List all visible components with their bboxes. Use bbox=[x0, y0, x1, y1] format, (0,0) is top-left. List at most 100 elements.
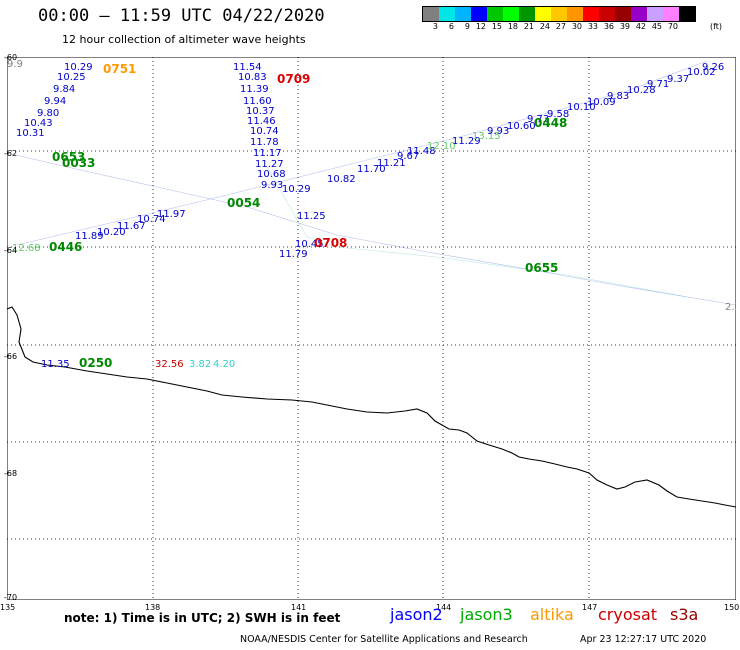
swh-value-label: 9.83 bbox=[607, 91, 629, 102]
swh-value-label: 11.25 bbox=[297, 211, 326, 222]
swh-labels: 10.2910.259.849.949.8010.4310.3111.5410.… bbox=[7, 59, 736, 370]
colorbar-tick-label: 21 bbox=[523, 22, 534, 31]
swh-value-label: 10.10 bbox=[567, 102, 596, 113]
longitude-label: 147 bbox=[582, 603, 598, 612]
colorbar-cell bbox=[679, 7, 695, 21]
longitude-label: 135 bbox=[0, 603, 16, 612]
colorbar-cell bbox=[487, 7, 503, 21]
colorbar-cell bbox=[631, 7, 647, 21]
swh-value-label: 10.28 bbox=[627, 85, 656, 96]
generation-timestamp: Apr 23 12:27:17 UTC 2020 bbox=[580, 634, 707, 645]
longitude-label: 150 bbox=[724, 603, 740, 612]
colorbar-labels: 3 6 9 12 15 18 21 24 27 30 33 36 39 42 45 70 bbox=[422, 22, 678, 31]
colorbar-cell bbox=[567, 7, 583, 21]
swh-value-label: 9.80 bbox=[37, 108, 59, 119]
legend-item: cryosat bbox=[598, 605, 658, 624]
swh-value-label: 13.15 bbox=[472, 131, 501, 142]
swh-value-label: 11.70 bbox=[357, 164, 386, 175]
swh-value-label: 10.74 bbox=[137, 214, 166, 225]
colorbar-cell bbox=[599, 7, 615, 21]
colorbar-tick-label: 12 bbox=[475, 22, 486, 31]
swh-value-label: 9.73 bbox=[527, 114, 549, 125]
longitude-label: 141 bbox=[291, 603, 307, 612]
colorbar-unit: (ft) bbox=[710, 22, 723, 31]
colorbar-cell bbox=[439, 7, 455, 21]
swh-value-label: 11.97 bbox=[157, 209, 186, 220]
colorbar-cell bbox=[471, 7, 487, 21]
latitude-label: -62 bbox=[4, 149, 18, 158]
altimeter-map: 10.2910.259.849.949.8010.4310.3111.5410.… bbox=[7, 57, 736, 600]
colorbar-cell bbox=[663, 7, 679, 21]
colorbar-cell bbox=[503, 7, 519, 21]
antarctic-coastline bbox=[7, 306, 736, 508]
legend-item: altika bbox=[530, 605, 574, 624]
swh-value-label: 9.93 bbox=[261, 180, 283, 191]
satellite-tracks bbox=[7, 60, 736, 306]
swh-value-label: 10.68 bbox=[257, 169, 286, 180]
ground-track bbox=[16, 60, 708, 246]
swh-value-label: 10.43 bbox=[24, 118, 53, 129]
swh-value-label: 11.17 bbox=[253, 148, 282, 159]
swh-value-label: 9.26 bbox=[702, 62, 724, 73]
colorbar-tick-label: 6 bbox=[448, 22, 454, 31]
latitude-label: -60 bbox=[4, 53, 18, 62]
swh-value-label: 10.82 bbox=[327, 174, 356, 185]
lat-lon-grid bbox=[7, 57, 736, 600]
colorbar-cell bbox=[647, 7, 663, 21]
swh-value-label: 11.78 bbox=[250, 137, 279, 148]
legend-item: jason2 bbox=[390, 605, 443, 624]
swh-value-label: 11.67 bbox=[117, 221, 146, 232]
swh-value-label: 11.54 bbox=[233, 62, 262, 73]
latitude-label: -66 bbox=[4, 352, 18, 361]
pass-time-label: 0448 bbox=[534, 116, 567, 130]
legend-item: jason3 bbox=[460, 605, 513, 624]
colorbar-tick-label: 24 bbox=[539, 22, 550, 31]
colorbar-tick-label: 45 bbox=[651, 22, 662, 31]
swh-value-label: 10.29 bbox=[282, 184, 311, 195]
swh-value-label: 11.21 bbox=[377, 158, 406, 169]
swh-value-label: 11.48 bbox=[407, 146, 436, 157]
longitude-label: 144 bbox=[436, 603, 452, 612]
colorbar-tick-label: 39 bbox=[619, 22, 630, 31]
latitude-label: -64 bbox=[4, 246, 18, 255]
swh-value-label: 10.60 bbox=[507, 121, 536, 132]
swh-value-label: 11.46 bbox=[247, 116, 276, 127]
colorbar-tick-label: 42 bbox=[635, 22, 646, 31]
swh-value-label: 4.20 bbox=[213, 359, 235, 370]
swh-value-label: 10.02 bbox=[687, 67, 716, 78]
map-subtitle: 12 hour collection of altimeter wave hei… bbox=[62, 33, 306, 46]
latitude-label: -68 bbox=[4, 469, 18, 478]
colorbar-tick-label: 9 bbox=[464, 22, 470, 31]
ground-track bbox=[266, 166, 688, 298]
colorbar-tick-label: 33 bbox=[587, 22, 598, 31]
colorbar-tick-label: 30 bbox=[571, 22, 582, 31]
latitude-label: -70 bbox=[4, 593, 18, 602]
colorbar-cell bbox=[583, 7, 599, 21]
colorbar-cell bbox=[455, 7, 471, 21]
swh-value-label: 11.35 bbox=[41, 359, 70, 370]
swh-value-label: 11.27 bbox=[255, 159, 284, 170]
swh-value-label: 9.93 bbox=[487, 126, 509, 137]
colorbar-tick-label: 27 bbox=[555, 22, 566, 31]
ground-track bbox=[7, 152, 736, 306]
swh-value-label: 12.68 bbox=[12, 243, 41, 254]
swh-value-label: 32.56 bbox=[155, 359, 184, 370]
pass-time-label: 0033 bbox=[62, 156, 95, 170]
pass-time-label: 0653 bbox=[52, 150, 85, 164]
swh-value-label: 10.37 bbox=[246, 106, 275, 117]
longitude-label: 138 bbox=[145, 603, 161, 612]
swh-value-label: 3.82 bbox=[189, 359, 211, 370]
swh-value-label: 12.10 bbox=[427, 141, 456, 152]
swh-value-label: 11.39 bbox=[240, 84, 269, 95]
colorbar-cell bbox=[519, 7, 535, 21]
swh-value-label: 11.89 bbox=[75, 231, 104, 242]
colorbar-tick-label: 15 bbox=[491, 22, 502, 31]
pass-time-label: 0655 bbox=[525, 261, 558, 275]
legend-item: s3a bbox=[670, 605, 699, 624]
colorbar-cell bbox=[423, 7, 439, 21]
swh-value-label: 10.74 bbox=[250, 126, 279, 137]
swh-value-label: 9.94 bbox=[44, 96, 66, 107]
pass-time-label: 0709 bbox=[277, 72, 310, 86]
colorbar-tick-label: 36 bbox=[603, 22, 614, 31]
pass-time-label: 0446 bbox=[49, 240, 82, 254]
